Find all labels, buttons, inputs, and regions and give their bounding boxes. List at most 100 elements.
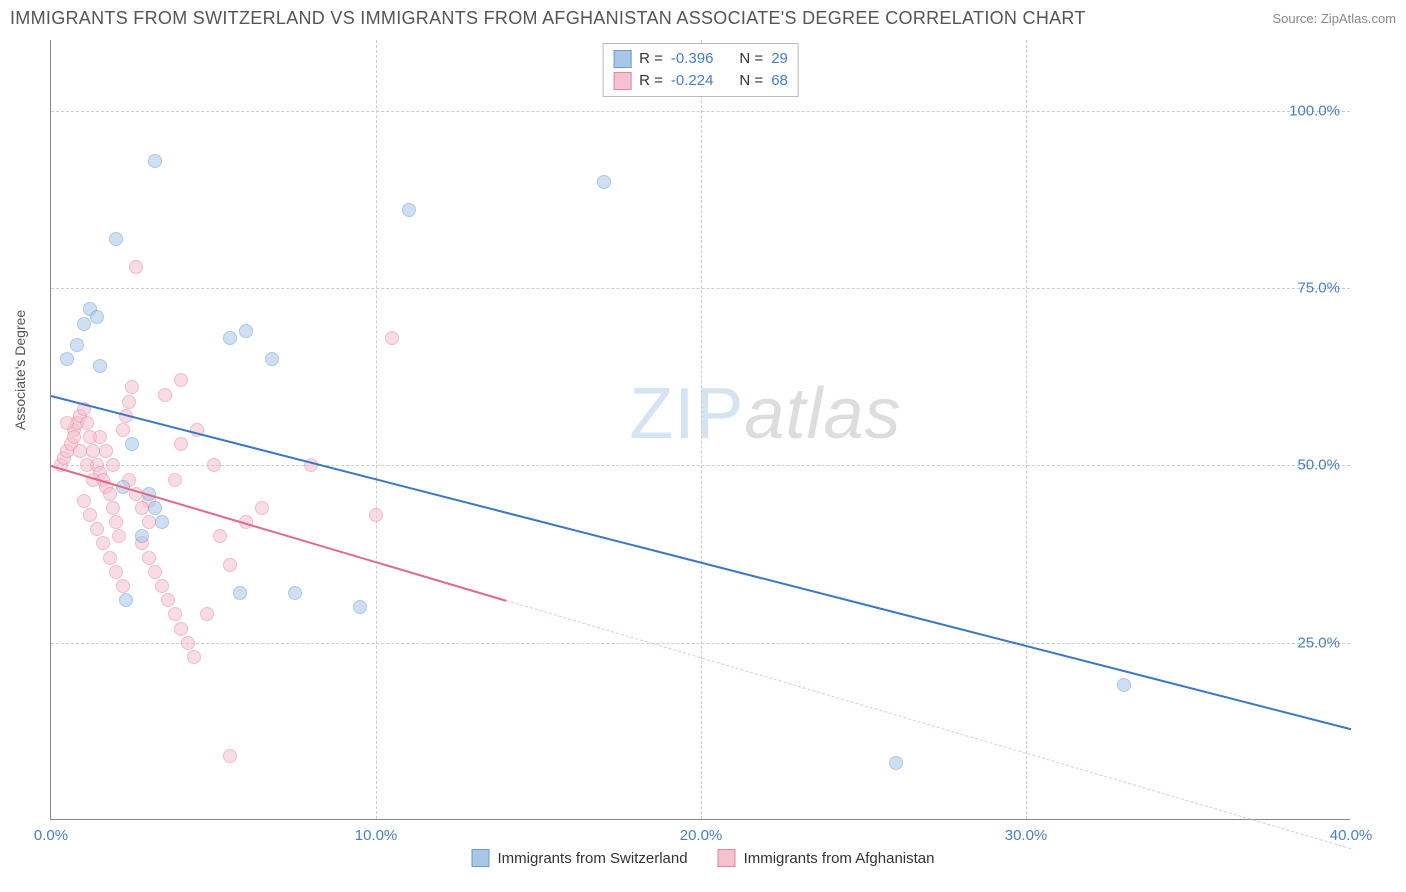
scatter-point bbox=[265, 352, 279, 366]
scatter-point bbox=[135, 529, 149, 543]
scatter-point bbox=[60, 416, 74, 430]
gridline-v bbox=[701, 40, 702, 819]
scatter-point bbox=[168, 473, 182, 487]
scatter-point bbox=[239, 324, 253, 338]
plot-area: ZIPatlas R = -0.396 N = 29 R = -0.224 N … bbox=[50, 40, 1350, 820]
scatter-point bbox=[207, 458, 221, 472]
scatter-point bbox=[90, 522, 104, 536]
scatter-point bbox=[83, 508, 97, 522]
scatter-point bbox=[96, 536, 110, 550]
scatter-point bbox=[99, 444, 113, 458]
scatter-point bbox=[148, 565, 162, 579]
x-tick-label: 10.0% bbox=[355, 827, 398, 844]
scatter-point bbox=[135, 501, 149, 515]
chart-title: IMMIGRANTS FROM SWITZERLAND VS IMMIGRANT… bbox=[10, 8, 1086, 29]
scatter-point bbox=[369, 508, 383, 522]
scatter-point bbox=[112, 529, 126, 543]
x-tick-label: 20.0% bbox=[680, 827, 723, 844]
swatch-afghanistan bbox=[613, 72, 631, 90]
scatter-point bbox=[122, 395, 136, 409]
scatter-point bbox=[223, 331, 237, 345]
scatter-point bbox=[109, 565, 123, 579]
scatter-point bbox=[213, 529, 227, 543]
scatter-point bbox=[106, 458, 120, 472]
scatter-point bbox=[223, 749, 237, 763]
scatter-point bbox=[233, 586, 247, 600]
scatter-point bbox=[129, 260, 143, 274]
scatter-point bbox=[142, 551, 156, 565]
scatter-point bbox=[116, 579, 130, 593]
legend-correlation: R = -0.396 N = 29 R = -0.224 N = 68 bbox=[602, 43, 799, 97]
scatter-point bbox=[119, 593, 133, 607]
n-value-1: 68 bbox=[771, 70, 788, 92]
scatter-point bbox=[155, 579, 169, 593]
gridline-v bbox=[1026, 40, 1027, 819]
scatter-point bbox=[174, 373, 188, 387]
scatter-point bbox=[148, 501, 162, 515]
scatter-point bbox=[889, 756, 903, 770]
scatter-point bbox=[90, 310, 104, 324]
swatch-switzerland-bottom bbox=[472, 849, 490, 867]
scatter-point bbox=[353, 600, 367, 614]
scatter-point bbox=[106, 501, 120, 515]
y-tick-label: 75.0% bbox=[1297, 280, 1340, 297]
scatter-point bbox=[161, 593, 175, 607]
watermark-zip: ZIP bbox=[629, 374, 744, 454]
r-label-1: R = bbox=[639, 70, 663, 92]
series-name-1: Immigrants from Afghanistan bbox=[744, 850, 935, 867]
scatter-point bbox=[255, 501, 269, 515]
scatter-point bbox=[155, 515, 169, 529]
legend-row-afghanistan: R = -0.224 N = 68 bbox=[613, 70, 788, 92]
scatter-point bbox=[109, 232, 123, 246]
scatter-point bbox=[77, 494, 91, 508]
scatter-point bbox=[1117, 678, 1131, 692]
r-label-0: R = bbox=[639, 48, 663, 70]
x-tick-label: 30.0% bbox=[1005, 827, 1048, 844]
legend-item-afghanistan: Immigrants from Afghanistan bbox=[718, 849, 935, 867]
y-axis-title: Associate's Degree bbox=[12, 310, 28, 430]
n-label-1: N = bbox=[739, 70, 763, 92]
scatter-point bbox=[148, 154, 162, 168]
swatch-switzerland bbox=[613, 50, 631, 68]
scatter-point bbox=[385, 331, 399, 345]
scatter-point bbox=[109, 515, 123, 529]
scatter-point bbox=[86, 444, 100, 458]
scatter-point bbox=[103, 487, 117, 501]
scatter-point bbox=[142, 515, 156, 529]
scatter-point bbox=[103, 551, 117, 565]
y-tick-label: 25.0% bbox=[1297, 634, 1340, 651]
n-value-0: 29 bbox=[771, 48, 788, 70]
y-tick-label: 50.0% bbox=[1297, 457, 1340, 474]
scatter-point bbox=[77, 317, 91, 331]
scatter-point bbox=[116, 423, 130, 437]
watermark: ZIPatlas bbox=[629, 373, 901, 455]
legend-series: Immigrants from Switzerland Immigrants f… bbox=[472, 849, 935, 867]
scatter-point bbox=[174, 622, 188, 636]
scatter-point bbox=[73, 444, 87, 458]
y-tick-label: 100.0% bbox=[1289, 102, 1340, 119]
legend-item-switzerland: Immigrants from Switzerland bbox=[472, 849, 688, 867]
source-label: Source: ZipAtlas.com bbox=[1272, 11, 1396, 26]
r-value-0: -0.396 bbox=[671, 48, 714, 70]
scatter-point bbox=[200, 607, 214, 621]
scatter-point bbox=[67, 430, 81, 444]
scatter-point bbox=[125, 380, 139, 394]
legend-row-switzerland: R = -0.396 N = 29 bbox=[613, 48, 788, 70]
r-value-1: -0.224 bbox=[671, 70, 714, 92]
scatter-point bbox=[60, 352, 74, 366]
scatter-point bbox=[288, 586, 302, 600]
scatter-point bbox=[174, 437, 188, 451]
trend-line bbox=[506, 600, 1351, 849]
watermark-atlas: atlas bbox=[744, 374, 901, 454]
series-name-0: Immigrants from Switzerland bbox=[498, 850, 688, 867]
scatter-point bbox=[223, 558, 237, 572]
scatter-point bbox=[80, 416, 94, 430]
scatter-point bbox=[93, 430, 107, 444]
scatter-point bbox=[70, 338, 84, 352]
scatter-point bbox=[125, 437, 139, 451]
scatter-point bbox=[168, 607, 182, 621]
scatter-point bbox=[181, 636, 195, 650]
scatter-point bbox=[93, 359, 107, 373]
scatter-point bbox=[80, 458, 94, 472]
scatter-point bbox=[187, 650, 201, 664]
